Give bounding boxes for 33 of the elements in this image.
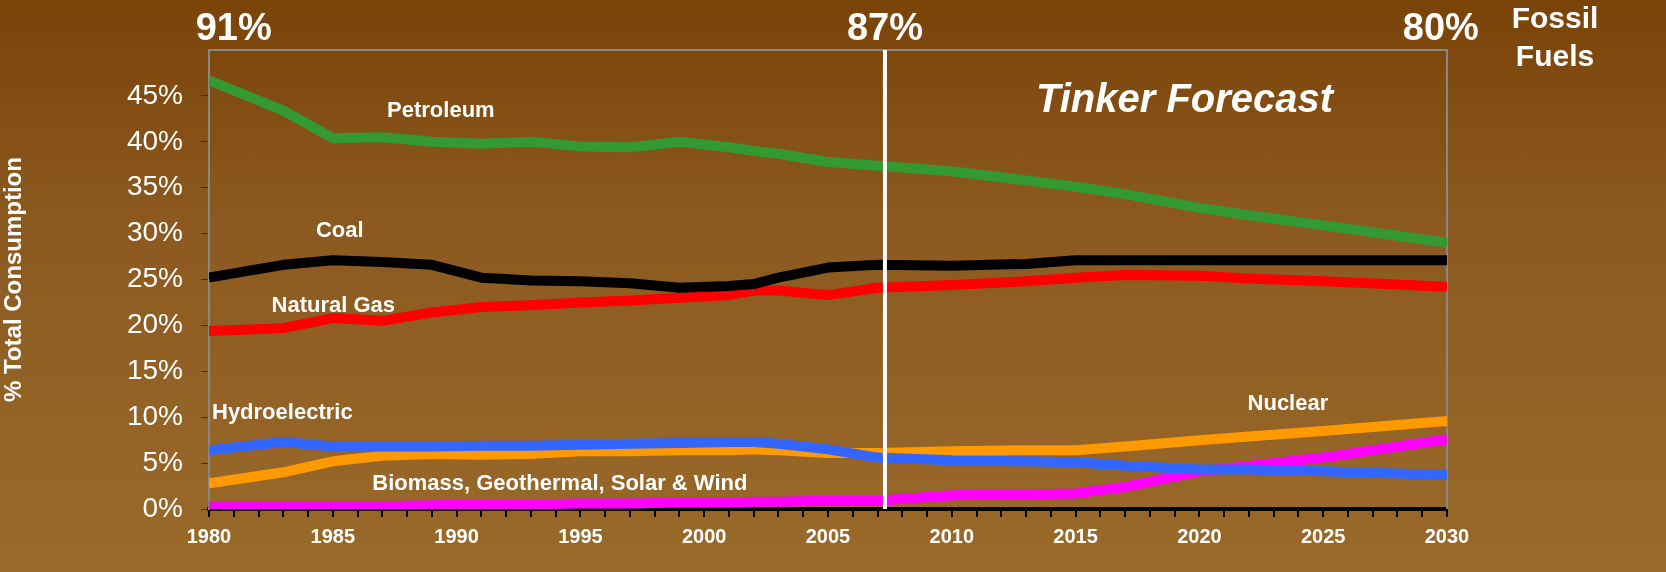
- x-tick-label: 1980: [186, 524, 232, 547]
- series-label: Coal: [315, 217, 364, 243]
- y-tick-label: 10%: [126, 399, 183, 431]
- x-tick-label: 2020: [1177, 524, 1222, 547]
- x-tick-label: 2025: [1300, 524, 1346, 547]
- y-tick-label: 40%: [126, 124, 183, 156]
- series-label: Biomass, Geothermal, Solar & Wind: [372, 470, 748, 496]
- y-tick-label: 0%: [142, 491, 183, 523]
- y-axis-title: % Total Consumption: [0, 157, 27, 402]
- y-tick-label: 5%: [142, 445, 183, 477]
- y-tick-label: 35%: [126, 170, 183, 202]
- text: 91%: [195, 6, 272, 49]
- series-label: Petroleum: [387, 96, 495, 122]
- x-tick-label: 2015: [1053, 524, 1098, 547]
- y-tick-label: 20%: [126, 308, 183, 340]
- text: 87%: [846, 6, 923, 49]
- y-tick-label: 15%: [126, 354, 183, 386]
- y-tick-label: 45%: [126, 78, 183, 110]
- x-tick-label: 2000: [681, 524, 727, 547]
- text: Fossil Fuels: [1511, 1, 1599, 73]
- x-tick-label: 2030: [1424, 524, 1470, 547]
- series-label: Nuclear: [1247, 389, 1329, 415]
- series-label: Natural Gas: [271, 292, 396, 318]
- x-tick-label: 1985: [310, 524, 356, 547]
- y-tick-label: 25%: [126, 262, 183, 294]
- x-tick-label: 1990: [434, 524, 479, 547]
- x-tick-label: 2005: [805, 524, 851, 547]
- annotation: Tinker Forecast: [1035, 76, 1335, 121]
- series-label: Hydroelectric: [212, 399, 353, 425]
- x-tick-label: 2010: [929, 524, 975, 547]
- text: 80%: [1402, 6, 1479, 49]
- y-tick-label: 30%: [126, 216, 183, 248]
- x-tick-label: 1995: [558, 524, 603, 547]
